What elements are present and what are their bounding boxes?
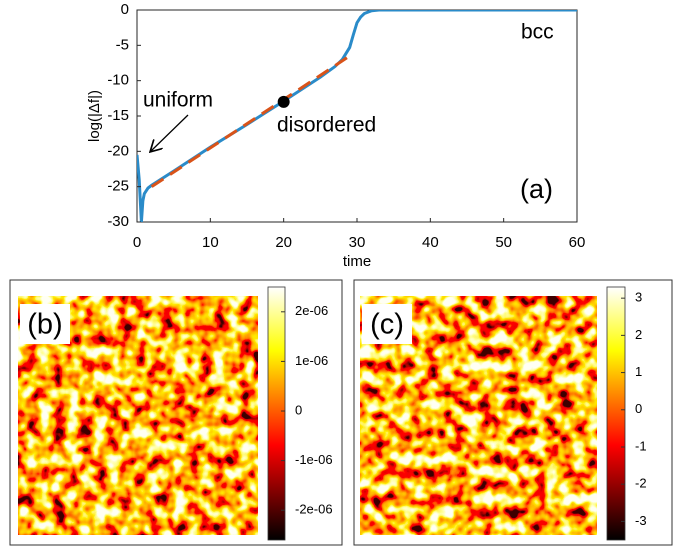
x-axis-label: time — [343, 253, 371, 270]
panel-label: (c) — [370, 309, 404, 341]
arrow — [151, 114, 189, 151]
point — [277, 95, 290, 108]
colorbar — [267, 286, 286, 541]
label-bg — [20, 304, 70, 344]
colorbar-tick-label: 1e-06 — [295, 353, 328, 368]
colorbar — [606, 286, 626, 541]
x-tick-label: 10 — [202, 234, 219, 251]
panel-frame — [353, 279, 673, 546]
colorbar-tick-label: -2e-06 — [295, 502, 333, 517]
x-tick-label: 30 — [349, 234, 366, 251]
x-tick-label: 20 — [275, 234, 292, 251]
x-tick-label: 60 — [569, 234, 586, 251]
colorbar-tick-label: 2e-06 — [295, 303, 328, 318]
colorbar-tick-label: 0 — [635, 401, 642, 416]
colorbar-tick-label: 2 — [635, 327, 642, 342]
y-axis-label: log(|Δf|) — [86, 90, 103, 142]
x-tick-label: 0 — [133, 234, 141, 251]
colorbar-tick-label: -1e-06 — [295, 452, 333, 467]
panel-frame — [9, 279, 343, 546]
colorbar-tick-label: -1 — [635, 438, 647, 453]
panel-label: (b) — [27, 309, 62, 341]
y-tick-label: -20 — [107, 142, 129, 159]
colorbar-tick-label: -3 — [635, 513, 647, 528]
colorbar-tick-label: 0 — [295, 402, 302, 417]
annotation: uniform — [143, 89, 213, 112]
annotation: disordered — [277, 114, 376, 137]
x-tick-label: 40 — [422, 234, 439, 251]
x-tick-label: 50 — [495, 234, 512, 251]
y-tick-label: -10 — [107, 72, 129, 89]
y-tick-label: 0 — [121, 1, 129, 18]
colorbar-tick-label: -2 — [635, 476, 647, 491]
line-series — [150, 54, 351, 188]
colorbar-tick-label: 1 — [635, 364, 642, 379]
y-tick-label: -25 — [107, 178, 129, 195]
annotation: bcc — [521, 21, 554, 44]
plot-area — [137, 10, 577, 222]
y-tick-label: -15 — [107, 107, 129, 124]
panel-label: (a) — [520, 174, 553, 204]
y-tick-label: -30 — [107, 213, 129, 230]
panel-a: time log(|Δf|) uniform disordered bcc (a… — [86, 9, 578, 270]
colorbar-tick-label: 3 — [635, 290, 642, 305]
label-bg — [362, 304, 412, 344]
y-tick-label: -5 — [116, 36, 129, 53]
